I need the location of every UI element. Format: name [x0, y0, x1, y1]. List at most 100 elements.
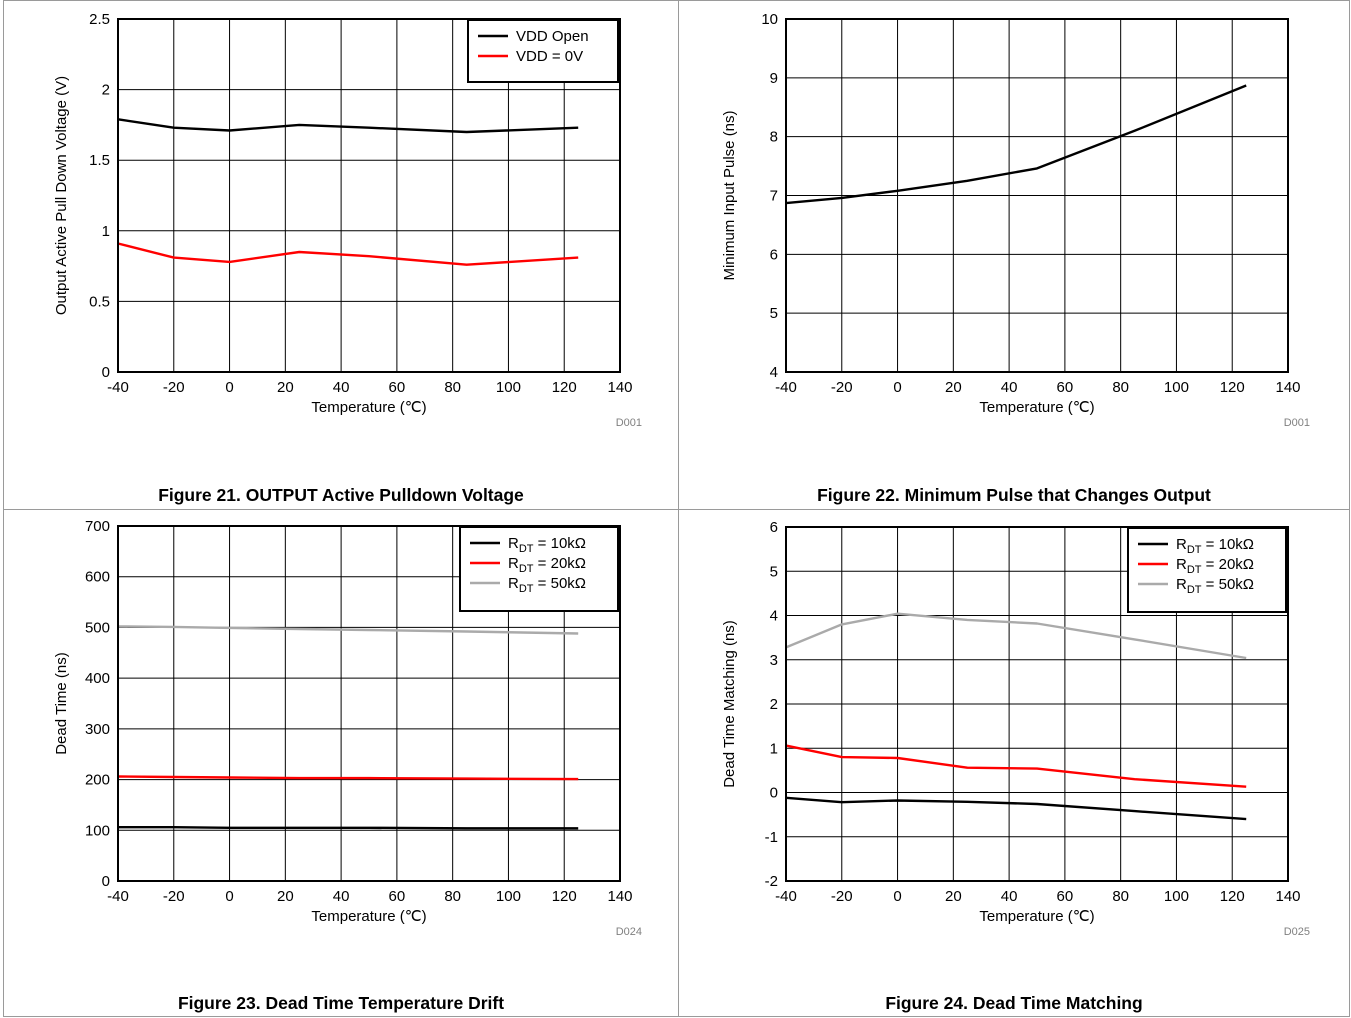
y-tick-label: 2 [102, 82, 110, 99]
x-axis-label: Temperature (℃) [979, 399, 1094, 416]
legend-label-tail: = 50kΩ [1202, 576, 1255, 593]
x-tick-label: 20 [945, 379, 962, 396]
x-axis-label: Temperature (℃) [311, 908, 426, 925]
x-tick-label: 0 [225, 379, 233, 396]
y-tick-label: 700 [85, 518, 110, 535]
legend-label-tail: = 10kΩ [1202, 536, 1255, 553]
legend-label-subscript: DT [519, 563, 534, 575]
y-axis-label: Minimum Input Pulse (ns) [721, 110, 738, 280]
y-tick-label: 0.5 [89, 293, 110, 310]
y-tick-label: -1 [765, 829, 778, 846]
legend-label-main: R [1176, 556, 1187, 573]
x-tick-label: 40 [333, 888, 350, 905]
y-tick-label: 2 [770, 696, 778, 713]
y-axis-label: Output Active Pull Down Voltage (V) [53, 76, 70, 315]
x-tick-label: 60 [1057, 888, 1074, 905]
legend-label-main: R [1176, 536, 1187, 553]
x-tick-label: 100 [496, 888, 521, 905]
x-tick-label: 60 [389, 888, 406, 905]
legend-label-main: R [508, 555, 519, 572]
x-tick-label: 140 [607, 379, 632, 396]
series-line-2 [786, 746, 1246, 787]
y-axis-label: Dead Time Matching (ns) [721, 620, 738, 788]
x-tick-label: 0 [893, 379, 901, 396]
legend-label-tail: = 20kΩ [534, 555, 587, 572]
x-tick-label: 40 [333, 379, 350, 396]
series-line-3 [786, 614, 1246, 658]
x-tick-label: -20 [163, 888, 185, 905]
x-tick-label: 0 [893, 888, 901, 905]
x-tick-label: 120 [552, 379, 577, 396]
figure-code: D025 [1284, 926, 1310, 938]
series-points-3 [786, 614, 1246, 659]
y-axis-label: Dead Time (ns) [53, 652, 70, 755]
series-points-2 [786, 746, 1246, 787]
x-tick-label: 40 [1001, 888, 1018, 905]
legend-label: VDD = 0V [516, 48, 583, 65]
x-tick-label: 140 [1275, 379, 1300, 396]
legend-label-tail: = 20kΩ [1202, 556, 1255, 573]
series-line-1 [118, 119, 578, 132]
x-tick-label: 20 [945, 888, 962, 905]
legend-label-main: VDD = 0V [516, 48, 583, 65]
figure-21-caption: Figure 21. OUTPUT Active Pulldown Voltag… [4, 485, 678, 506]
x-tick-label: 80 [444, 379, 461, 396]
y-tick-label: 500 [85, 619, 110, 636]
y-tick-label: 0 [770, 785, 778, 802]
y-tick-label: 8 [770, 129, 778, 146]
y-tick-label: 2.5 [89, 11, 110, 28]
y-tick-label: -2 [765, 873, 778, 890]
legend-label-subscript: DT [1187, 584, 1202, 596]
legend: VDD Open VDD = 0V [468, 20, 618, 82]
x-tick-label: -20 [163, 379, 185, 396]
x-axis-label: Temperature (℃) [979, 908, 1094, 925]
x-tick-label: 40 [1001, 379, 1018, 396]
figure-23-caption: Figure 23. Dead Time Temperature Drift [4, 993, 678, 1014]
x-tick-label: -20 [831, 888, 853, 905]
y-tick-label: 400 [85, 670, 110, 687]
y-tick-label: 7 [770, 188, 778, 205]
y-tick-label: 1 [770, 740, 778, 757]
series-points-1 [786, 85, 1246, 203]
series-line-2 [118, 244, 578, 265]
x-tick-label: 120 [552, 888, 577, 905]
legend-label-subscript: DT [1187, 564, 1202, 576]
series-line-1 [786, 86, 1246, 204]
x-tick-label: 60 [389, 379, 406, 396]
x-tick-label: 60 [1057, 379, 1074, 396]
x-tick-label: 20 [277, 379, 294, 396]
y-tick-label: 10 [761, 11, 778, 28]
legend-label-main: R [508, 535, 519, 552]
x-tick-label: 80 [1112, 888, 1129, 905]
series-line-1 [786, 798, 1246, 819]
y-tick-label: 9 [770, 70, 778, 87]
y-tick-label: 600 [85, 569, 110, 586]
x-tick-label: 100 [496, 379, 521, 396]
y-tick-label: 6 [770, 519, 778, 536]
legend-label-subscript: DT [519, 583, 534, 595]
legend-label-main: R [1176, 576, 1187, 593]
y-tick-label: 3 [770, 652, 778, 669]
x-axis-label: Temperature (℃) [311, 399, 426, 416]
x-tick-label: 140 [607, 888, 632, 905]
x-tick-label: 0 [225, 888, 233, 905]
legend-label: VDD Open [516, 28, 589, 45]
x-tick-label: 140 [1275, 888, 1300, 905]
legend-label-subscript: DT [519, 543, 534, 555]
x-tick-label: 120 [1220, 379, 1245, 396]
legend-label-tail: = 50kΩ [534, 575, 587, 592]
y-tick-label: 5 [770, 563, 778, 580]
y-tick-label: 100 [85, 822, 110, 839]
figure-code: D001 [1284, 417, 1310, 429]
x-tick-label: -40 [107, 379, 129, 396]
x-tick-label: -40 [107, 888, 129, 905]
y-tick-label: 200 [85, 772, 110, 789]
